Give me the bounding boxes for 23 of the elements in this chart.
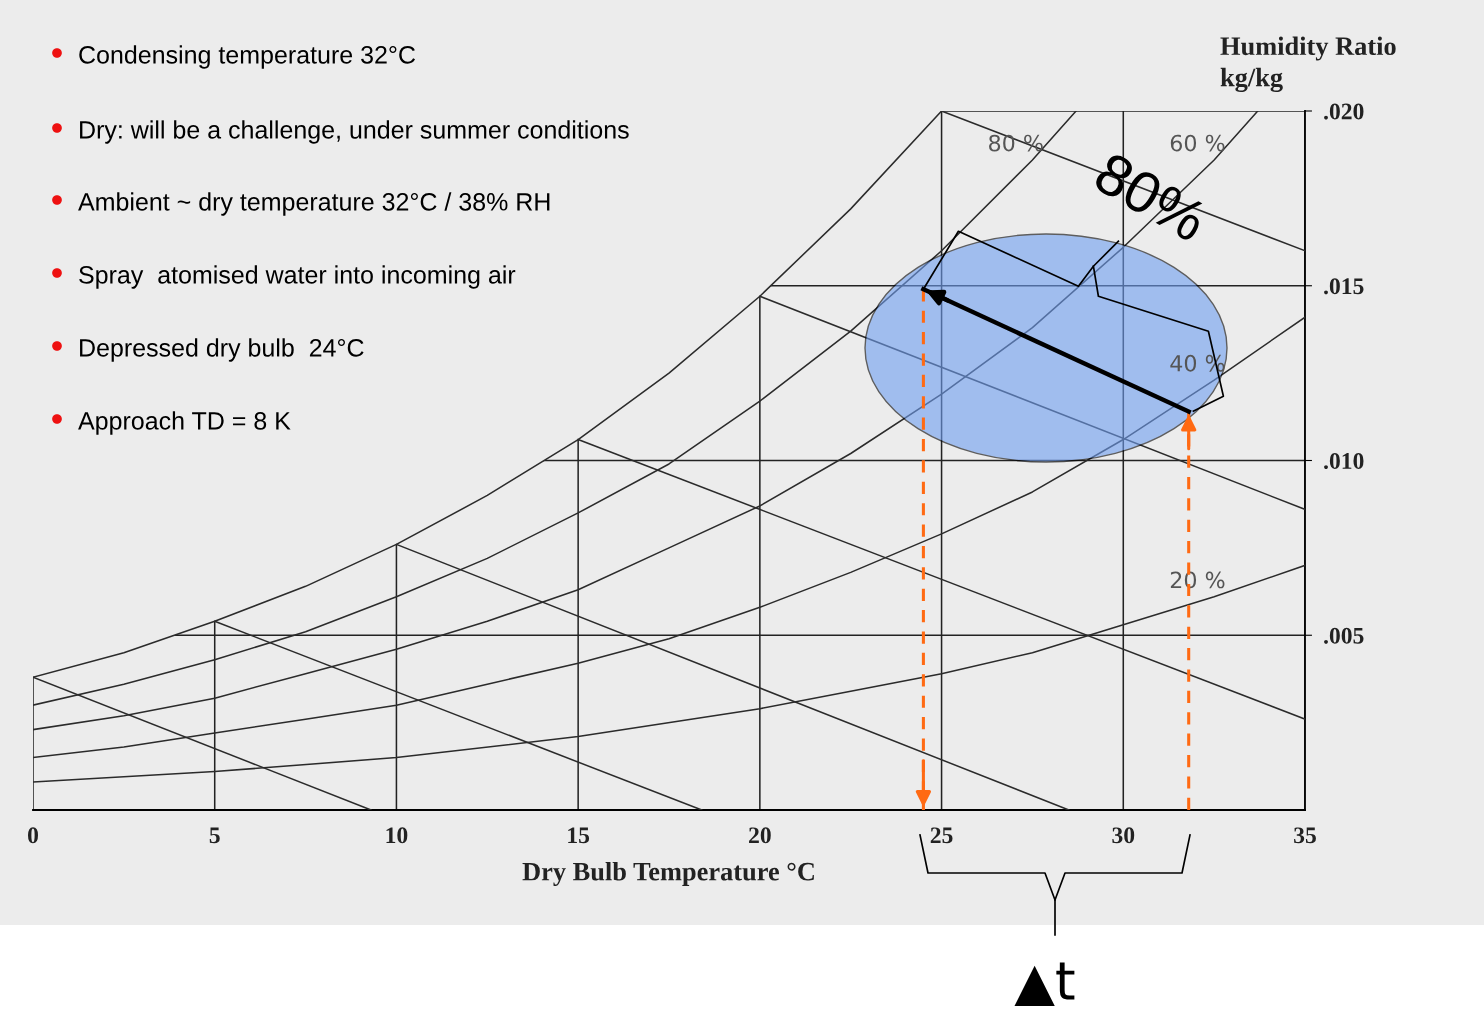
x-axis-title: Dry Bulb Temperature °C bbox=[522, 861, 814, 886]
x-tick-label: 35 bbox=[1294, 827, 1316, 844]
x-tick-label: 30 bbox=[1112, 827, 1135, 844]
annotation: Depressed dry bulb 24°C bbox=[80, 338, 364, 362]
y-tick-label: .015 bbox=[1324, 278, 1364, 295]
y-tick-label: .005 bbox=[1324, 627, 1364, 644]
text: ▲t bbox=[1014, 962, 1075, 1007]
annotation: Ambient ~ dry temperature 32°C / 38% RH bbox=[78, 192, 550, 216]
series-label: 60 % bbox=[1170, 134, 1225, 152]
y-tick-label: .020 bbox=[1324, 103, 1364, 120]
annotation: 80% bbox=[1092, 151, 1210, 243]
x-tick-label: 5 bbox=[209, 827, 220, 844]
y-tick-label: .010 bbox=[1324, 452, 1364, 470]
x-tick-label: 15 bbox=[568, 827, 590, 844]
x-tick-label: 10 bbox=[386, 827, 408, 844]
annotation: Spray atomised water into incoming air bbox=[79, 265, 516, 289]
x-tick-label: 20 bbox=[749, 827, 771, 844]
text: Condensing temperature 32°C bbox=[79, 45, 416, 69]
annotation: Dry: will be a challenge, under summer conditions bbox=[80, 120, 629, 144]
x-tick-label: 25 bbox=[930, 827, 953, 844]
y-axis-title: Humidity Ratio kg/kg bbox=[1220, 36, 1396, 92]
x-tick-label: 0 bbox=[28, 827, 38, 844]
annotation: Approach TD = 8 K bbox=[78, 411, 291, 435]
